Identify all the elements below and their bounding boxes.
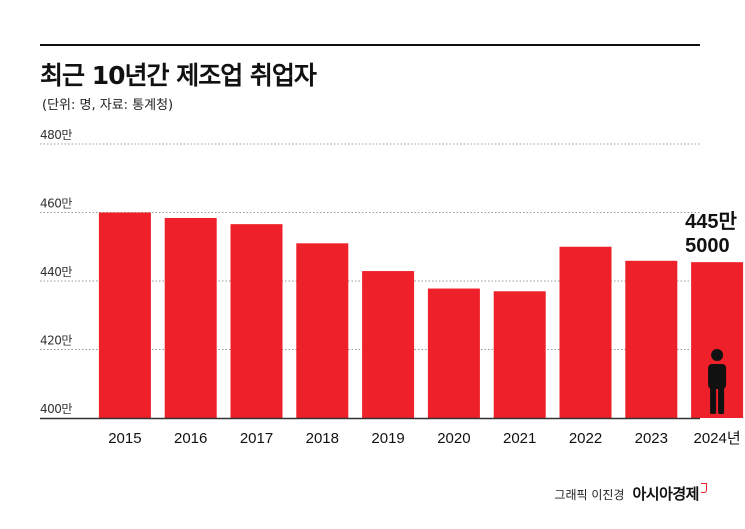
person-icon — [708, 349, 727, 414]
bar — [296, 243, 349, 418]
x-tick-label: 2016 — [174, 430, 207, 447]
y-tick-label: 480만 — [40, 128, 72, 142]
bar — [362, 271, 415, 418]
x-tick-label: 2024년 — [694, 430, 741, 447]
x-tick-label: 2021 — [503, 430, 536, 447]
bar — [625, 260, 678, 418]
value-annotation: 445만 — [685, 210, 737, 233]
logo-mark-icon — [701, 483, 707, 493]
top-rule — [40, 44, 700, 46]
bar — [98, 212, 151, 418]
bar — [427, 288, 480, 418]
bar — [164, 217, 217, 418]
logo-text: 아시아경제 — [632, 485, 699, 503]
footer: 그래픽 이진경 아시아경제 — [554, 483, 707, 504]
bar — [493, 291, 546, 418]
bar — [559, 246, 612, 418]
x-tick-label: 2023 — [635, 430, 668, 447]
x-tick-label: 2015 — [108, 430, 141, 447]
y-tick-label: 420만 — [40, 334, 72, 348]
x-tick-label: 2020 — [437, 430, 470, 447]
x-tick-label: 2022 — [569, 430, 602, 447]
graphic-credit: 그래픽 이진경 — [554, 488, 625, 502]
x-tick-label: 2017 — [240, 430, 273, 447]
value-annotation: 5000 — [685, 235, 730, 257]
chart-title: 최근 10년간 제조업 취업자 — [40, 61, 317, 90]
x-tick-label: 2018 — [306, 430, 339, 447]
y-tick-label: 460만 — [40, 197, 72, 211]
y-tick-label: 400만 — [40, 402, 72, 416]
x-tick-label: 2019 — [371, 430, 404, 447]
chart-subtitle: (단위: 명, 자료: 통계청) — [42, 98, 174, 113]
y-tick-label: 440만 — [40, 265, 72, 279]
bar — [691, 262, 744, 418]
bar — [230, 224, 283, 418]
publisher-logo: 아시아경제 — [632, 483, 707, 504]
